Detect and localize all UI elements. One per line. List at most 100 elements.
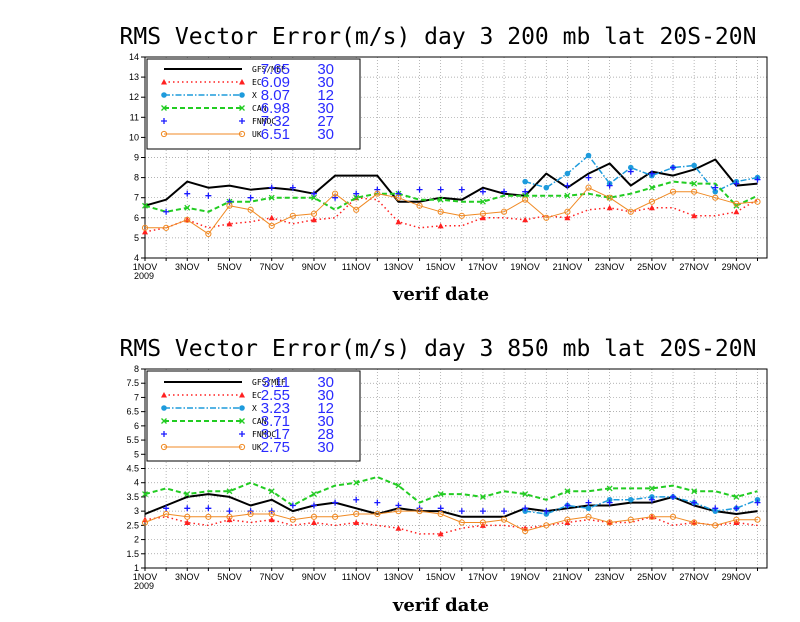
data-point [353,479,360,486]
y-tick-label: 6 [134,213,139,223]
data-point [184,519,191,526]
data-point [564,214,571,221]
x-tick-label: 19NOV [510,262,540,272]
legend-count-value: 30 [317,439,334,456]
legend-count-value: 12 [317,400,334,417]
data-point [627,164,634,171]
legend-mean-value: 2.75 [261,439,290,456]
data-point [142,228,148,235]
y-tick-label: 4.5 [126,464,139,474]
x-tick-label: 3NOV [175,572,200,582]
data-point [669,188,677,195]
legend-count-value: 30 [317,126,334,143]
data-point [606,194,613,201]
legend-label: CAN [252,417,267,426]
y-tick-label: 13 [129,72,139,82]
data-point [247,194,254,201]
data-point [331,513,339,520]
data-point [310,190,317,197]
x-tick-label: 23NOV [595,572,625,582]
data-point [606,519,613,526]
series-line [144,196,758,233]
data-point [226,513,233,520]
legend-label: EC [252,391,262,400]
legend-label: UK [252,130,262,139]
data-point [500,516,508,523]
chart-title: RMS Vector Error(m/s) day 3 850 mb lat 2… [120,336,757,362]
data-point [543,522,550,529]
legend-marker [161,92,167,98]
x-tick-label: 17NOV [468,572,498,582]
data-point [564,488,571,495]
y-tick-label: 4 [134,478,139,488]
y-tick-label: 7.5 [126,378,139,388]
data-point [585,505,592,512]
data-point [712,194,719,201]
data-point [395,525,402,531]
legend-marker [239,79,245,85]
data-point [226,508,233,515]
legend-marker [161,79,167,85]
legend-marker [161,392,167,398]
data-point [353,194,360,201]
data-point [733,180,740,187]
y-tick-label: 6 [134,421,139,431]
data-point [627,168,634,175]
y-tick-label: 8 [134,173,139,183]
data-point [754,499,761,506]
y-tick-label: 1.5 [126,549,139,559]
chart-200mb: RMS Vector Error(m/s) day 3 200 mb lat 2… [120,24,768,305]
data-point [268,214,275,221]
data-point [395,218,402,225]
data-point [501,188,508,195]
data-point [184,513,191,520]
x-tick-label: 25NOV [637,572,667,582]
data-point [416,186,423,193]
legend-marker [160,443,168,451]
legend-count-value: 30 [317,374,334,391]
data-point [733,202,740,209]
data-point [691,180,698,187]
data-point [374,499,381,506]
data-point [437,222,444,229]
data-point [374,190,381,197]
data-point [395,482,402,489]
data-point [754,176,761,183]
data-point [479,493,486,500]
data-point [648,513,655,520]
x-tick-label: 1NOV [133,262,158,272]
data-point [226,198,233,205]
data-point [648,485,655,492]
data-point [163,208,170,215]
data-point [648,184,655,191]
data-point [754,516,761,523]
data-point [247,206,254,213]
data-point [458,519,465,526]
legend-box [146,370,361,462]
series-x [522,494,761,517]
data-point [163,510,170,518]
series-x [522,152,761,195]
data-point [332,194,339,201]
x-tick-year-label: 2009 [134,581,154,591]
series-line [145,187,758,235]
x-tick-label: 25NOV [637,262,667,272]
data-point [289,516,296,523]
data-point [585,499,592,506]
legend-mean-value: 3.71 [261,413,290,430]
data-point [268,194,275,201]
chart-title: RMS Vector Error(m/s) day 3 200 mb lat 2… [120,24,757,50]
data-point [289,502,296,509]
legend-label: GFS/MEF [252,378,286,387]
legend-marker [239,405,245,411]
data-point [648,170,655,177]
data-point [353,206,360,213]
x-tick-label: 23NOV [595,262,625,272]
data-point [374,510,381,518]
series-line [524,154,758,193]
data-point [691,162,697,169]
legend-label: X [252,404,257,413]
data-point [205,192,212,199]
data-point [311,491,317,498]
data-point [691,488,698,495]
